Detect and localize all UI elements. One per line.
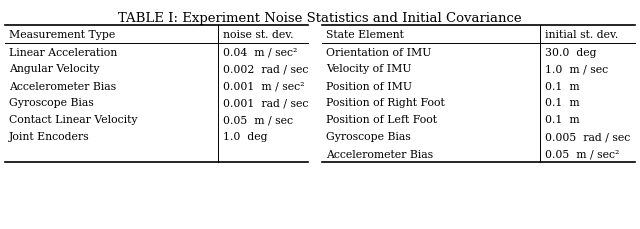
Text: 0.05  m / sec: 0.05 m / sec: [223, 115, 293, 125]
Text: noise st. dev.: noise st. dev.: [223, 30, 294, 40]
Text: Linear Acceleration: Linear Acceleration: [9, 47, 117, 57]
Text: Contact Linear Velocity: Contact Linear Velocity: [9, 115, 138, 125]
Text: 0.002  rad / sec: 0.002 rad / sec: [223, 64, 308, 74]
Text: State Element: State Element: [326, 30, 404, 40]
Text: 0.001  m / sec²: 0.001 m / sec²: [223, 81, 305, 91]
Text: Accelerometer Bias: Accelerometer Bias: [326, 149, 433, 159]
Text: 0.001  rad / sec: 0.001 rad / sec: [223, 98, 308, 108]
Text: Measurement Type: Measurement Type: [9, 30, 115, 40]
Text: Velocity of IMU: Velocity of IMU: [326, 64, 412, 74]
Text: 0.005  rad / sec: 0.005 rad / sec: [545, 132, 630, 142]
Text: Gyroscope Bias: Gyroscope Bias: [9, 98, 93, 108]
Text: 0.05  m / sec²: 0.05 m / sec²: [545, 149, 620, 159]
Text: 0.04  m / sec²: 0.04 m / sec²: [223, 47, 298, 57]
Text: TABLE I: Experiment Noise Statistics and Initial Covariance: TABLE I: Experiment Noise Statistics and…: [118, 12, 522, 25]
Text: Angular Velocity: Angular Velocity: [9, 64, 99, 74]
Text: 1.0  deg: 1.0 deg: [223, 132, 268, 142]
Text: 30.0  deg: 30.0 deg: [545, 47, 596, 57]
Text: Position of Left Foot: Position of Left Foot: [326, 115, 437, 125]
Text: 0.1  m: 0.1 m: [545, 115, 580, 125]
Text: 1.0  m / sec: 1.0 m / sec: [545, 64, 608, 74]
Text: Gyroscope Bias: Gyroscope Bias: [326, 132, 411, 142]
Text: Accelerometer Bias: Accelerometer Bias: [9, 81, 116, 91]
Text: 0.1  m: 0.1 m: [545, 81, 580, 91]
Text: 0.1  m: 0.1 m: [545, 98, 580, 108]
Text: initial st. dev.: initial st. dev.: [545, 30, 618, 40]
Text: Joint Encoders: Joint Encoders: [9, 132, 90, 142]
Text: Orientation of IMU: Orientation of IMU: [326, 47, 431, 57]
Text: Position of Right Foot: Position of Right Foot: [326, 98, 445, 108]
Text: Position of IMU: Position of IMU: [326, 81, 412, 91]
